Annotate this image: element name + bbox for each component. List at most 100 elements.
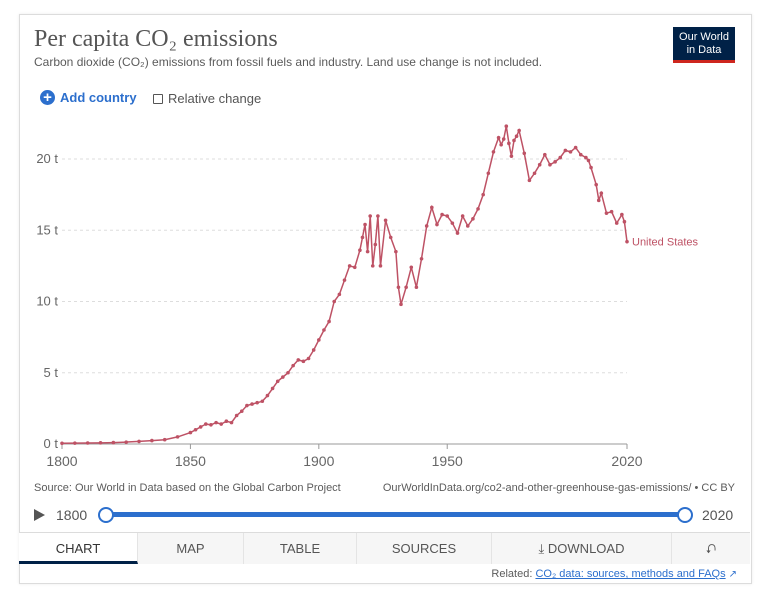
data-point [558, 155, 563, 160]
related-link[interactable]: CO₂ data: sources, methods and FAQs [535, 568, 726, 580]
data-point [471, 217, 475, 221]
data-point [548, 162, 552, 167]
data-point [465, 224, 470, 228]
add-country-button[interactable]: + Add country [40, 90, 137, 105]
data-point [594, 182, 598, 187]
tab-chart[interactable]: Chart [19, 533, 138, 564]
data-point [563, 148, 568, 153]
data-point [352, 265, 357, 270]
data-point [604, 211, 609, 215]
data-point [455, 231, 460, 235]
data-point [255, 400, 259, 405]
tab-download[interactable]: ⤓ Download [492, 533, 672, 564]
data-point [614, 221, 619, 225]
data-point [622, 219, 627, 224]
relative-change-label: Relative change [168, 91, 262, 106]
related-prefix: Related: [491, 568, 533, 580]
series-label: United States [632, 237, 699, 249]
download-icon: ⤓ [538, 541, 545, 556]
external-link-icon: ↗ [728, 569, 737, 580]
data-point [85, 441, 90, 445]
data-point [504, 124, 509, 129]
tab-sources[interactable]: Sources [357, 533, 492, 564]
logo-line-2: in Data [686, 44, 722, 56]
data-point [219, 422, 224, 426]
data-point [111, 440, 116, 445]
data-point [491, 150, 496, 154]
chart-subtitle: Carbon dioxide (CO₂) emissions from foss… [34, 55, 543, 69]
data-point [373, 242, 378, 247]
data-point [573, 145, 578, 150]
data-point [578, 152, 583, 157]
data-point [435, 222, 439, 227]
data-point [501, 137, 506, 141]
data-point [419, 256, 424, 261]
timeline-start-handle[interactable] [98, 507, 114, 523]
data-point [537, 162, 542, 167]
relative-change-toggle[interactable]: Relative change [153, 91, 261, 106]
data-point [73, 441, 77, 445]
data-point [239, 409, 244, 414]
tab-map[interactable]: Map [138, 533, 244, 564]
data-point [486, 171, 491, 176]
data-point [188, 430, 193, 435]
data-point [620, 212, 624, 217]
checkbox-icon[interactable] [153, 93, 163, 104]
data-point [358, 248, 362, 252]
data-point [404, 285, 408, 290]
data-point [306, 356, 311, 361]
data-point [175, 435, 180, 439]
data-point [499, 142, 503, 147]
timeline[interactable]: 1800 2020 [30, 505, 740, 525]
data-point [265, 393, 270, 398]
data-point [332, 299, 337, 304]
data-point [275, 379, 280, 384]
data-point [599, 191, 604, 195]
tab-download-label: Download [547, 541, 625, 556]
data-point [368, 214, 372, 218]
data-point [198, 425, 203, 429]
data-point [586, 158, 591, 163]
data-point [553, 160, 557, 164]
data-point [568, 150, 573, 154]
data-point [347, 264, 352, 268]
data-point [414, 285, 419, 290]
data-point [322, 328, 326, 332]
timeline-end-handle[interactable] [677, 507, 693, 523]
data-point [409, 265, 414, 270]
data-point [625, 239, 629, 244]
data-point [360, 235, 365, 240]
data-point [193, 427, 198, 432]
data-point [137, 439, 141, 444]
data-point [383, 218, 388, 223]
tab-table[interactable]: Table [244, 533, 357, 564]
timeline-track[interactable] [104, 512, 685, 517]
owid-logo[interactable]: Our World in Data [673, 27, 735, 63]
data-point [229, 420, 234, 425]
data-point [396, 285, 401, 290]
data-point [596, 198, 601, 203]
y-axis: 0 t 5 t 10 t 15 t 20 t [36, 151, 58, 451]
data-point [543, 152, 547, 157]
chart-card [19, 14, 752, 584]
y-tick-label: 5 t [44, 365, 59, 380]
data-point [514, 134, 519, 138]
x-tick-label: 2020 [611, 453, 642, 469]
x-tick-label: 1850 [175, 453, 206, 469]
data-point [589, 165, 593, 170]
add-country-label: Add country [60, 90, 137, 105]
data-point [378, 264, 383, 268]
source-note: Source: Our World in Data based on the G… [34, 482, 341, 494]
data-point [370, 264, 375, 268]
play-icon[interactable] [34, 509, 45, 521]
y-tick-label: 15 t [36, 222, 58, 237]
data-point [214, 420, 218, 425]
chart-title: Per capita CO₂ emissions [34, 26, 278, 52]
x-tick-label: 1950 [432, 453, 463, 469]
share-button[interactable]: ⮏ [672, 533, 750, 564]
data-point [532, 171, 537, 176]
data-point [440, 212, 444, 217]
source-url[interactable]: OurWorldInData.org/co2-and-other-greenho… [382, 482, 735, 494]
data-point [365, 249, 370, 254]
